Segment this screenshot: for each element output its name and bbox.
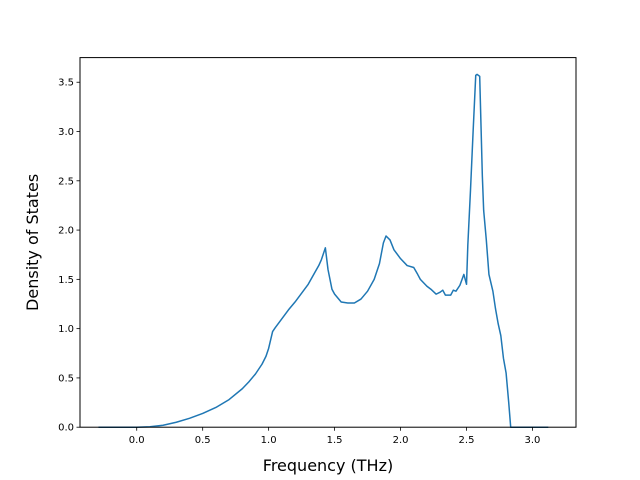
- y-tick-label: 1.5: [58, 275, 74, 286]
- y-tick-label: 2.5: [58, 176, 74, 187]
- x-tick-label: 1.5: [327, 435, 343, 446]
- x-tick-label: 1.0: [261, 435, 277, 446]
- x-tick-label: 3.0: [525, 435, 541, 446]
- y-tick-label: 3.0: [58, 127, 74, 138]
- y-tick-label: 2.0: [58, 226, 74, 237]
- x-tick-label: 2.0: [393, 435, 409, 446]
- x-axis-ticks: 0.0 0.5 1.0 1.5 2.0 2.5 3.0: [129, 427, 541, 446]
- y-tick-label: 1.0: [58, 324, 74, 335]
- series-layer: [98, 73, 549, 428]
- plot-frame: [79, 57, 577, 428]
- x-tick-label: 0.5: [195, 435, 211, 446]
- x-tick-label: 0.0: [129, 435, 145, 446]
- y-tick-label: 0.0: [58, 423, 74, 434]
- plot-area: [80, 57, 576, 428]
- x-axis-title: Frequency (THz): [263, 456, 393, 475]
- dos-line: [98, 73, 549, 428]
- x-tick-label: 2.5: [459, 435, 475, 446]
- y-axis-title: Density of States: [23, 174, 42, 311]
- y-tick-label: 3.5: [58, 78, 74, 89]
- y-tick-label: 0.5: [58, 373, 74, 384]
- y-axis-ticks: 0.0 0.5 1.0 1.5 2.0 2.5 3.0 3.5: [58, 78, 80, 434]
